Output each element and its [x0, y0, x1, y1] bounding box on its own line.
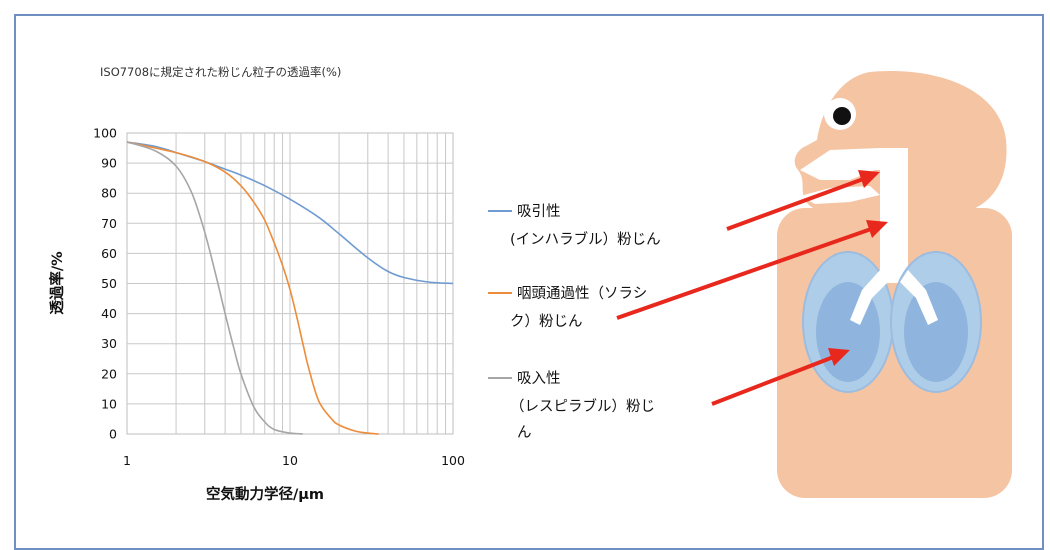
legend-label-respirable-1: 吸入性 [517, 370, 561, 387]
y-tick-label: 60 [101, 246, 117, 261]
respiratory-illustration [777, 71, 1012, 498]
x-tick-label: 100 [441, 453, 465, 468]
series-lines [126, 141, 454, 435]
arrow-respirable-line [711, 354, 837, 406]
oral-airway [800, 186, 880, 204]
y-tick-label: 20 [101, 366, 117, 381]
trachea [880, 148, 908, 283]
eye-pupil-icon [833, 107, 851, 125]
y-tick-label: 100 [93, 126, 117, 141]
arrow-thoracic-line [616, 226, 875, 320]
y-tick-label: 40 [101, 306, 117, 321]
x-tick-label: 1 [123, 453, 131, 468]
y-tick-label: 0 [109, 427, 117, 442]
y-tick-label: 30 [101, 336, 117, 351]
arrow-inhalable-line [726, 176, 867, 231]
right-lung-inner [904, 282, 968, 382]
right-bronchus [900, 270, 938, 325]
y-tick-label: 80 [101, 186, 117, 201]
legend-label-inhalable-2: (インハラブル）粉じん [510, 230, 661, 248]
arrow-inhalable-head [858, 170, 880, 188]
grid-lines [127, 133, 453, 434]
legend-label-respirable-2: （レスピラブル）粉じ [510, 397, 655, 415]
x-tick-labels: 1 10 100 [123, 453, 465, 468]
legend-label-thoracic-2: ク）粉じん [510, 313, 583, 330]
arrow-thoracic-head [866, 220, 888, 238]
y-tick-labels: 0 10 20 30 40 50 60 70 80 90 100 [93, 126, 117, 442]
x-tick-label: 10 [282, 453, 298, 468]
left-bronchus [850, 270, 888, 325]
chart-title: ISO7708に規定された粉じん粒子の透過率(%) [100, 65, 341, 79]
y-axis-label: 透過率/% [48, 251, 66, 315]
legend-label-thoracic-1: 咽頭通過性（ソラシ [517, 285, 647, 302]
pointer-arrows [616, 170, 888, 406]
x-axis-label: 空気動力学径/μm [206, 485, 324, 503]
y-tick-label: 90 [101, 156, 117, 171]
series-thoracic-line [126, 141, 379, 435]
y-tick-label: 70 [101, 216, 117, 231]
series-respirable-line [126, 141, 303, 435]
legend-label-respirable-3: ん [517, 425, 532, 441]
y-tick-label: 50 [101, 276, 117, 291]
legend: 吸引性 (インハラブル）粉じん 咽頭通過性（ソラシ ク）粉じん 吸入性 （レスピ… [488, 203, 661, 441]
legend-label-inhalable-1: 吸引性 [517, 203, 561, 220]
y-tick-label: 10 [101, 396, 117, 411]
arrow-respirable-head [828, 348, 850, 366]
